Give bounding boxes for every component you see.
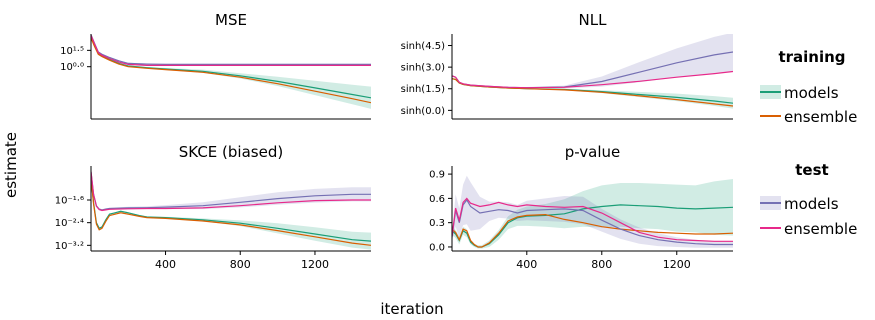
y-tick-label: 10⁻³·² bbox=[55, 241, 84, 252]
x-tick-label: 800 bbox=[591, 258, 612, 271]
panels: MSE 10⁰·⁰ 10¹·⁵ NLL sinh(0.0) sinh(1.5) sinh(3… bbox=[55, 11, 733, 271]
y-tick-label: 10⁰·⁰ bbox=[60, 62, 84, 73]
panel-title: p-value bbox=[565, 143, 621, 161]
panel-plot-area bbox=[91, 171, 371, 250]
legend-test-ensemble-label: ensemble bbox=[784, 220, 857, 238]
line-test_models bbox=[91, 34, 371, 66]
panel-plot-area bbox=[91, 34, 371, 109]
y-tick-label: 0.0 bbox=[429, 242, 445, 253]
line-test_ensemble bbox=[91, 35, 371, 67]
line-train_ensemble bbox=[452, 213, 733, 248]
panel-1: MSE 10⁰·⁰ 10¹·⁵ bbox=[60, 11, 371, 120]
x-tick-label: 400 bbox=[516, 258, 537, 271]
panel-2: NLL sinh(0.0) sinh(1.5) sinh(3.0) sinh(4.5) bbox=[401, 11, 733, 120]
line-train_ensemble bbox=[91, 177, 371, 246]
panel-title: SKCE (biased) bbox=[179, 143, 283, 161]
panel-plot-area bbox=[452, 34, 733, 109]
y-tick-label: 0.6 bbox=[429, 194, 445, 205]
panel-3: SKCE (biased) 10⁻¹·⁶ 10⁻²·⁴ 10⁻³·² 400 800 120… bbox=[55, 143, 371, 271]
legend-test-title: test bbox=[795, 161, 828, 179]
panel-plot-area bbox=[452, 175, 733, 249]
line-test_models bbox=[452, 198, 733, 246]
band-test_models bbox=[452, 175, 733, 248]
legend-training-title: training bbox=[778, 48, 845, 66]
legend-train-models-label: models bbox=[784, 84, 839, 102]
legend-test-models-label: models bbox=[784, 195, 839, 213]
y-tick-label: 0.9 bbox=[429, 170, 445, 181]
panel-title: NLL bbox=[579, 11, 608, 29]
legend-train-ensemble-label: ensemble bbox=[784, 108, 857, 126]
line-train_ensemble bbox=[452, 78, 733, 107]
figure-ylabel: estimate bbox=[2, 132, 20, 198]
x-tick-label: 400 bbox=[155, 258, 176, 271]
y-tick-label: sinh(4.5) bbox=[401, 41, 445, 52]
band-train_models bbox=[91, 36, 371, 109]
panel-4: p-value 0.0 0.3 0.6 0.9 400 800 1200 bbox=[429, 143, 733, 271]
panel-title: MSE bbox=[215, 11, 247, 29]
band-test_models bbox=[91, 171, 371, 211]
line-train_models bbox=[452, 204, 733, 248]
x-tick-label: 1200 bbox=[663, 258, 691, 271]
y-tick-label: 10⁻¹·⁶ bbox=[55, 196, 84, 207]
line-train_ensemble bbox=[91, 37, 371, 104]
legend: training models ensemble test models ens… bbox=[760, 48, 857, 238]
y-tick-label: sinh(1.5) bbox=[401, 84, 445, 95]
y-tick-label: 10¹·⁵ bbox=[60, 46, 84, 57]
line-test_ensemble bbox=[91, 171, 371, 212]
band-train_models bbox=[452, 179, 733, 249]
y-tick-label: sinh(3.0) bbox=[401, 63, 445, 74]
band-test_models bbox=[452, 34, 733, 89]
y-tick-label: 0.3 bbox=[429, 218, 445, 229]
band-test_models bbox=[91, 34, 371, 66]
x-tick-label: 1200 bbox=[301, 258, 329, 271]
x-tick-label: 800 bbox=[230, 258, 251, 271]
figure-xlabel: iteration bbox=[380, 300, 443, 318]
y-tick-label: 10⁻²·⁴ bbox=[55, 218, 84, 229]
y-tick-label: sinh(0.0) bbox=[401, 106, 445, 117]
line-train_models bbox=[91, 177, 371, 242]
line-test_ensemble bbox=[452, 197, 733, 242]
line-test_ensemble bbox=[452, 70, 733, 89]
